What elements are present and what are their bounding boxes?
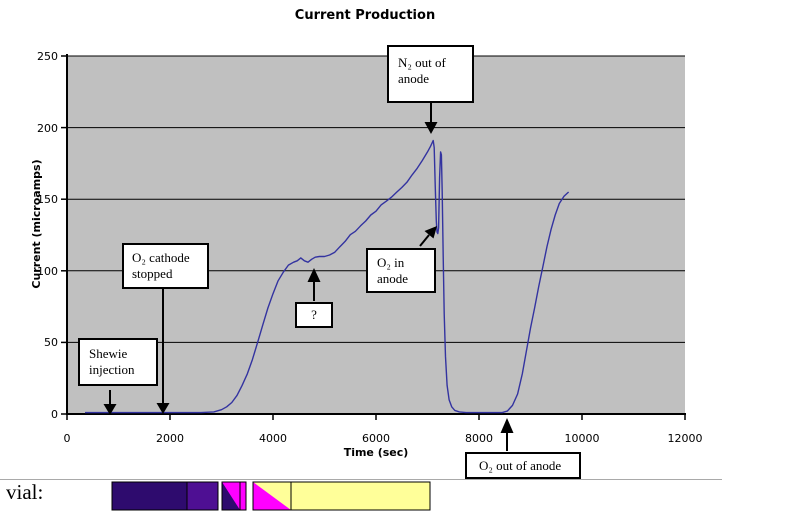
y-axis-title: Current (microamps): [30, 159, 43, 289]
chart-title: Current Production: [294, 8, 436, 23]
annotation-question-mark: ?: [295, 302, 333, 328]
plot-area: [67, 56, 685, 414]
o2-out-of-anode-arrow: [500, 418, 514, 451]
vial-label: vial:: [6, 480, 44, 504]
annotation-o2-out-of-anode: O₂ out of anode: [465, 452, 581, 479]
o2-in-anode-arrow: [419, 226, 437, 247]
vial-segment: [290, 481, 431, 511]
n2-out-of-anode-arrow: [424, 103, 438, 134]
x-axis-title: Time (sec): [343, 446, 409, 459]
horizontal-divider: [0, 479, 722, 480]
series-line: [85, 139, 570, 414]
vial-segment-transition: [222, 482, 240, 510]
vial-segment: [111, 481, 188, 511]
vial-segment: [186, 481, 219, 511]
o2-cathode-stopped-arrow: [156, 289, 170, 414]
shewie-injection-arrow: [103, 390, 117, 415]
vial-segment-transition: [253, 482, 291, 510]
vial-segment: [239, 481, 247, 511]
question-mark-arrow: [307, 268, 321, 301]
annotation-o2-in-anode: O₂ in anode: [366, 248, 436, 293]
annotation-o2-cathode-stopped: O₂ cathode stopped: [122, 243, 209, 289]
annotation-n2-out-of-anode: N₂ out of anode: [387, 45, 474, 103]
annotation-shewie-injection: Shewie injection: [78, 338, 158, 386]
